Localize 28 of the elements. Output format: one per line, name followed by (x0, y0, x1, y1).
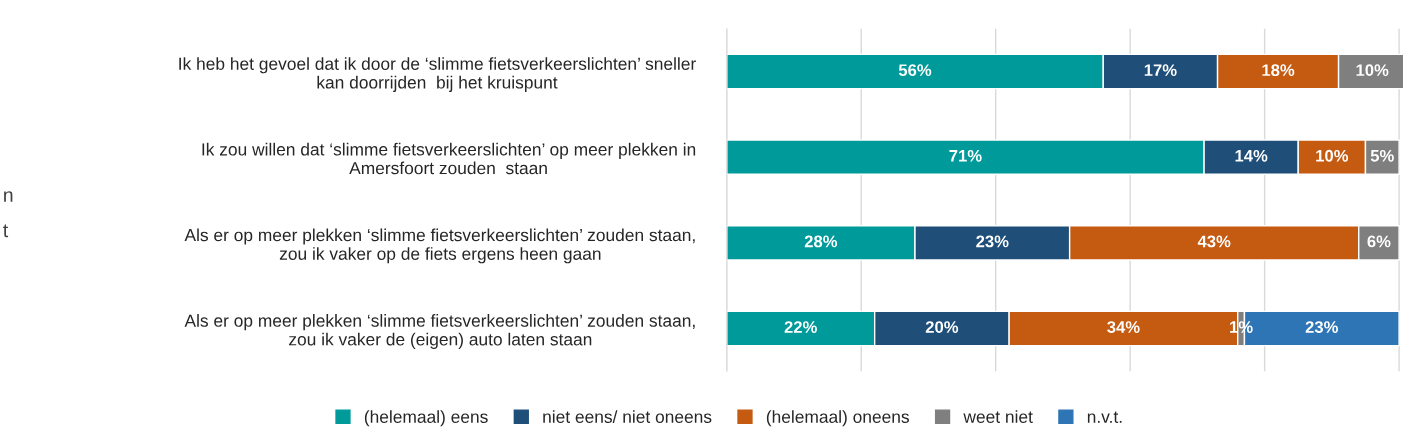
text: t (3, 224, 9, 238)
data-label: 43% (1197, 235, 1231, 248)
y-tick-label: Als er op meer plekken ‘slimme fietsverkeerslichten’ zouden staan, zou ik vaker op de fiets ergens heen gaan (184, 228, 695, 264)
text: n (4, 191, 13, 202)
data-label: 10% (1356, 64, 1389, 77)
y-tick-label: Als er op meer plekken ‘slimme fietsverkeerslichten’ zouden staan, zou ik vaker de (eigen) auto laten staan (184, 314, 695, 349)
data-label: 22% (784, 321, 817, 333)
legend-label: weet niet (963, 410, 1033, 423)
data-label: 71% (949, 149, 982, 162)
data-label: 28% (804, 235, 838, 248)
data-label: 6% (1367, 235, 1391, 248)
legend-label: (helemaal) oneens (766, 410, 909, 427)
data-label: 1% (1230, 321, 1253, 333)
y-tick-label: Ik heb het gevoel dat ik door de ‘slimme fietsverkeerslichten’ sneller kan doorrijden bij het kruispunt (179, 57, 696, 93)
data-label: 18% (1262, 64, 1295, 77)
data-label: 34% (1107, 321, 1140, 333)
data-label: 23% (1305, 321, 1339, 333)
data-label: 14% (1235, 149, 1268, 162)
data-label: 56% (898, 64, 932, 77)
data-label: 23% (976, 235, 1009, 248)
y-tick-label: Ik zou willen dat ‘slimme fietsverkeerslichten’ op meer plekken in Amersfoort zouden staan (202, 142, 696, 175)
data-label: 17% (1144, 64, 1177, 76)
legend-label: niet eens/ niet oneens (543, 410, 712, 423)
data-label: 20% (925, 321, 959, 333)
legend-label: n.v.t. (1087, 411, 1122, 423)
data-label: 5% (1370, 149, 1394, 162)
legend-label: (helemaal) eens (364, 410, 488, 427)
data-label: 10% (1316, 149, 1349, 162)
